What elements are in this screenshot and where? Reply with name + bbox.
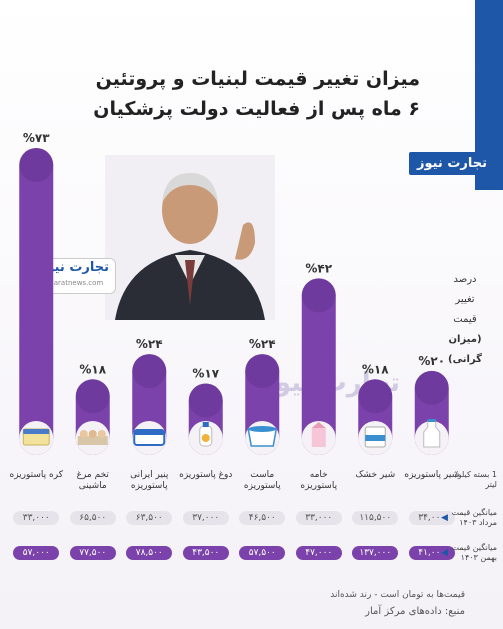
row-label-after: میانگین قیمت بهمن ۱۴۰۳ [451, 543, 497, 562]
price-after-5: ۵۷,۵۰۰ [239, 546, 286, 560]
price-before-2: ۶۵,۵۰۰ [69, 511, 116, 525]
watermark-logo-text: تجارت نیوز [38, 260, 110, 275]
price-before-6: ۳۳,۰۰۰ [295, 511, 342, 525]
price-after-6: ۴۷,۰۰۰ [295, 546, 342, 560]
price-before-8: ۳۴,۰۰۰ [408, 511, 455, 525]
doogh-bottle-icon [199, 422, 213, 447]
category-label-4: دوغ پاستوریزه [179, 470, 233, 480]
data-label-5: %۲۴ [249, 337, 276, 351]
data-label-8: %۲۰ [418, 354, 445, 368]
page-title: میزان تغییر قیمت لبنیات و پروتئین ۶ ماه … [60, 64, 420, 124]
currency-note: قیمت‌ها به تومان است - رند شده‌اند [330, 590, 465, 600]
category-label-6: خامه پاستوریزه [300, 470, 338, 491]
price-before-4: ۳۷,۰۰۰ [182, 511, 229, 525]
price-before-1: ۳۳,۰۰۰ [13, 511, 60, 525]
category-label-5: ماست پاستوریزه [243, 470, 281, 491]
milk-powder-can-icon [364, 426, 386, 448]
data-label-2: %۱۸ [79, 362, 106, 376]
price-before-5: ۴۶,۵۰۰ [239, 511, 286, 525]
bar-cap-7 [358, 379, 393, 414]
brand-logo: تجارت نیوز [408, 152, 495, 175]
bar-cap-1 [19, 148, 54, 182]
price-after-1: ۵۷,۰۰۰ [13, 546, 60, 560]
y-caption-line-3: قیمت [453, 314, 477, 325]
bar-cap-8 [414, 370, 449, 405]
data-label-3: %۲۴ [136, 337, 163, 351]
watermark-url: tejaratnews.com [44, 279, 104, 287]
price-after-7: ۱۳۷,۰۰۰ [352, 546, 399, 560]
category-label-1: کره پاستوریزه [9, 470, 63, 480]
cream-carton-icon [311, 422, 326, 447]
cheese-icon [133, 429, 166, 446]
row-arrow-after: ◀ [441, 548, 448, 558]
y-caption-line-4: (میزان [448, 334, 482, 345]
y-caption-line-5: گرانی) [448, 354, 482, 365]
y-caption: درصد تغییر قیمت (میزان گرانی) [437, 270, 493, 370]
y-caption-line-2: تغییر [455, 294, 475, 305]
data-label-4: %۱۷ [192, 367, 219, 381]
row-arrow-before: ◀ [441, 513, 448, 523]
price-after-4: ۴۳,۵۰۰ [182, 546, 229, 560]
butter-icon [22, 428, 50, 446]
bar-cap-5 [245, 354, 280, 389]
president-portrait-image [105, 155, 275, 320]
price-after-2: ۷۷,۵۰۰ [69, 546, 116, 560]
title-line-1: میزان تغییر قیمت لبنیات و پروتئین [95, 68, 420, 90]
row-label-before: میانگین قیمت مرداد ۱۴۰۳ [451, 508, 497, 527]
y-caption-line-1: درصد [453, 274, 477, 285]
egg-tray-icon [77, 430, 108, 445]
bar-cap-3 [132, 354, 167, 389]
milk-bottle-icon [423, 419, 441, 448]
yogurt-tub-icon [247, 426, 278, 447]
data-label-1: %۷۳ [23, 131, 50, 145]
bar-6 [301, 278, 336, 455]
price-after-8: ۴۱,۰۰۰ [408, 546, 455, 560]
bar-cap-6 [301, 278, 336, 313]
bar-cap-2 [75, 379, 110, 414]
category-label-8: شیر پاستوریزه [404, 470, 460, 480]
category-label-2: تخم مرغ ماشینی [76, 470, 109, 491]
source-note: منبع: داده‌های مرکز آمار [365, 606, 465, 617]
title-line-2: ۶ ماه پس از فعالیت دولت پزشکیان [93, 98, 420, 120]
price-after-3: ۷۸,۵۰۰ [126, 546, 173, 560]
data-label-7: %۱۸ [362, 362, 389, 376]
bar-1 [19, 148, 54, 455]
price-before-3: ۶۳,۵۰۰ [126, 511, 173, 525]
category-label-7: شیر خشک [355, 470, 396, 480]
bar-cap-4 [188, 383, 223, 418]
price-before-7: ۱۱۵,۵۰۰ [352, 511, 399, 525]
data-label-6: %۴۲ [305, 261, 332, 275]
category-label-3: پنیر ایرانی پاستوریزه [130, 470, 169, 491]
row-label-unit: 1 بسته کیلو/لیتر [455, 470, 497, 489]
